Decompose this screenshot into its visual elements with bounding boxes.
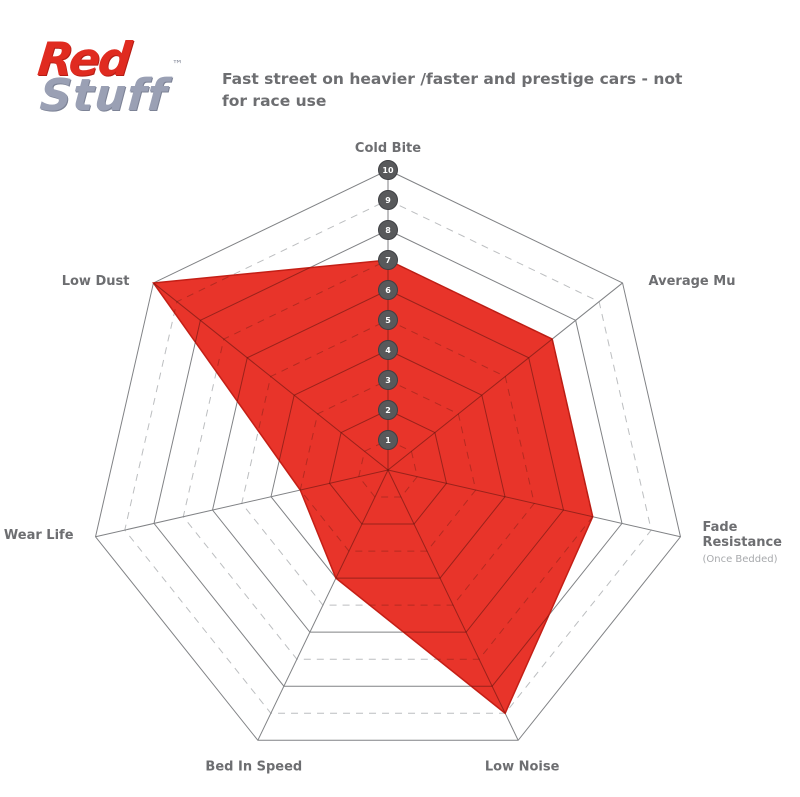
axis-label-text: Low Noise (485, 759, 560, 774)
axis-label-average-mu: Average Mu (649, 274, 736, 289)
tick-label: 8 (385, 226, 391, 235)
tick-bubble (378, 220, 398, 240)
grid-ring-overlay-3 (299, 379, 477, 552)
tick-label: 9 (385, 196, 391, 205)
tick-marker-9: 9 (378, 190, 398, 210)
chart-title: Fast street on heavier /faster and prest… (222, 70, 683, 110)
tick-bubble (378, 310, 398, 330)
axis-spoke-overlay-3 (387, 469, 519, 714)
axis-spoke-overlay-6 (153, 282, 389, 471)
axis-label-line: Resistance (702, 535, 782, 550)
grid-ring-overlay-5 (241, 319, 535, 606)
radar-series-polygon (152, 259, 594, 715)
tick-label: 10 (382, 166, 394, 175)
tick-label: 5 (385, 316, 391, 325)
tick-bubble (378, 280, 398, 300)
axis-label-cold-bite: Cold Bite (355, 141, 421, 156)
axis-label-line: Fade (702, 520, 737, 535)
tick-label: 3 (385, 376, 391, 385)
tick-bubble (378, 400, 398, 420)
tick-label: 6 (385, 286, 391, 295)
tick-bubble (378, 250, 398, 270)
axis-sublabel: (Once Bedded) (702, 554, 777, 565)
grid-ring-10 (94, 169, 682, 741)
tick-bubble (378, 370, 398, 390)
tick-marker-3: 3 (378, 370, 398, 390)
axis-label-text: Average Mu (649, 274, 736, 289)
tick-label: 7 (385, 256, 391, 265)
tick-label: 4 (385, 346, 391, 355)
grid-ring-overlay-2 (328, 409, 448, 525)
series-redstuff-area (152, 259, 594, 715)
axis-label-bed-in-speed: Bed In Speed (205, 759, 302, 774)
tick-marker-6: 6 (378, 280, 398, 300)
axis-label-text: Cold Bite (355, 141, 421, 156)
tick-marker-10: 10 (378, 160, 398, 180)
axis-label-low-dust: Low Dust (62, 274, 130, 289)
tick-marker-5: 5 (378, 310, 398, 330)
axis-label-wear-life: Wear Life (4, 528, 74, 543)
tick-label: 2 (385, 406, 391, 415)
axis-label-text: Low Dust (62, 274, 130, 289)
tick-marker-2: 2 (378, 400, 398, 420)
tick-bubble (378, 160, 398, 180)
tick-bubble (378, 340, 398, 360)
axis-label-text: Bed In Speed (205, 759, 302, 774)
grid-ring-overlay-1 (358, 439, 418, 498)
grid-ring-9 (124, 199, 652, 714)
redstuff-logo: Red ™ Stuff (34, 32, 214, 136)
tick-marker-7: 7 (378, 250, 398, 270)
trademark-symbol: ™ (172, 58, 183, 71)
tick-bubble (378, 190, 398, 210)
tick-marker-1: 1 (378, 430, 398, 450)
axis-spoke-overlay-2 (387, 469, 593, 538)
tick-marker-8: 8 (378, 220, 398, 240)
radar-tick-markers: 10 9 8 7 6 5 4 3 2 1 (378, 160, 398, 450)
grid-ring-8 (153, 229, 623, 687)
tick-bubble (378, 430, 398, 450)
grid-ring-overlay-4 (270, 349, 506, 579)
axis-label-text: Wear Life (4, 528, 74, 543)
axis-label-low-noise: Low Noise (485, 759, 560, 774)
tick-marker-4: 4 (378, 340, 398, 360)
tick-label: 1 (385, 436, 391, 445)
